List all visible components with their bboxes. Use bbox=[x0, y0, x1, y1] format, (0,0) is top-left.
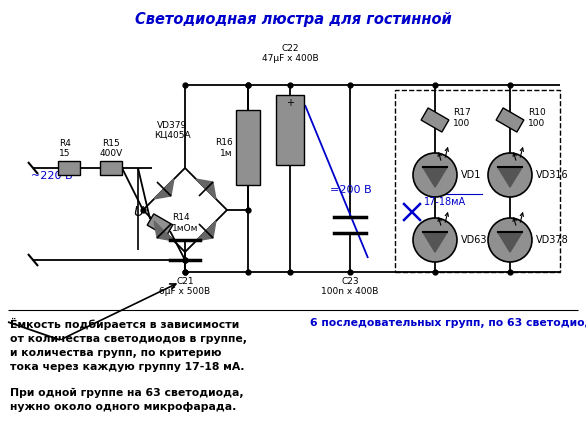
Text: VD1: VD1 bbox=[461, 170, 481, 180]
Text: R16
1м: R16 1м bbox=[215, 138, 233, 158]
Circle shape bbox=[488, 218, 532, 262]
Text: =200 В: =200 В bbox=[330, 185, 372, 195]
Polygon shape bbox=[423, 167, 447, 187]
Bar bbox=[276, 95, 304, 165]
Circle shape bbox=[413, 153, 457, 197]
Bar bbox=[236, 110, 260, 185]
Text: C21
6µF x 500B: C21 6µF x 500B bbox=[159, 277, 210, 296]
Bar bbox=[100, 161, 122, 175]
Text: R10
100: R10 100 bbox=[528, 108, 546, 128]
Text: 6 последовательных групп, по 63 светодиода.: 6 последовательных групп, по 63 светодио… bbox=[310, 318, 586, 328]
Polygon shape bbox=[498, 167, 522, 187]
Text: ~220 В: ~220 В bbox=[31, 171, 73, 181]
Text: C22
47µF x 400B: C22 47µF x 400B bbox=[262, 44, 318, 63]
Text: Ёмкость подбирается в зависимости
от количества светодиодов в группе,
и количест: Ёмкость подбирается в зависимости от кол… bbox=[10, 318, 247, 372]
Polygon shape bbox=[498, 232, 522, 252]
Circle shape bbox=[413, 218, 457, 262]
Text: C23
100n x 400B: C23 100n x 400B bbox=[321, 277, 379, 296]
Text: VD378: VD378 bbox=[536, 235, 569, 245]
Bar bbox=[395, 90, 560, 272]
Text: VD316: VD316 bbox=[536, 170, 568, 180]
Text: Светодиодная люстра для гостинной: Светодиодная люстра для гостинной bbox=[135, 12, 451, 27]
Text: При одной группе на 63 светодиода,
нужно около одного микрофарада.: При одной группе на 63 светодиода, нужно… bbox=[10, 388, 244, 412]
Polygon shape bbox=[421, 108, 449, 132]
Text: R14
1мОм: R14 1мОм bbox=[172, 213, 199, 233]
Polygon shape bbox=[154, 221, 174, 241]
Text: U: U bbox=[133, 205, 143, 219]
Bar bbox=[58, 161, 80, 175]
Text: R15
400V: R15 400V bbox=[100, 139, 122, 158]
Text: 17-18мА: 17-18мА bbox=[424, 197, 466, 207]
Text: +: + bbox=[286, 98, 294, 108]
Text: VD63: VD63 bbox=[461, 235, 488, 245]
Polygon shape bbox=[147, 214, 173, 236]
Polygon shape bbox=[196, 221, 216, 241]
Text: VD379
КЦ405А: VD379 КЦ405А bbox=[154, 121, 190, 140]
Polygon shape bbox=[496, 108, 524, 132]
Polygon shape bbox=[196, 179, 216, 199]
Polygon shape bbox=[423, 232, 447, 252]
Circle shape bbox=[488, 153, 532, 197]
Text: R17
100: R17 100 bbox=[453, 108, 471, 128]
Text: R4
15: R4 15 bbox=[59, 139, 71, 158]
Polygon shape bbox=[154, 179, 174, 199]
